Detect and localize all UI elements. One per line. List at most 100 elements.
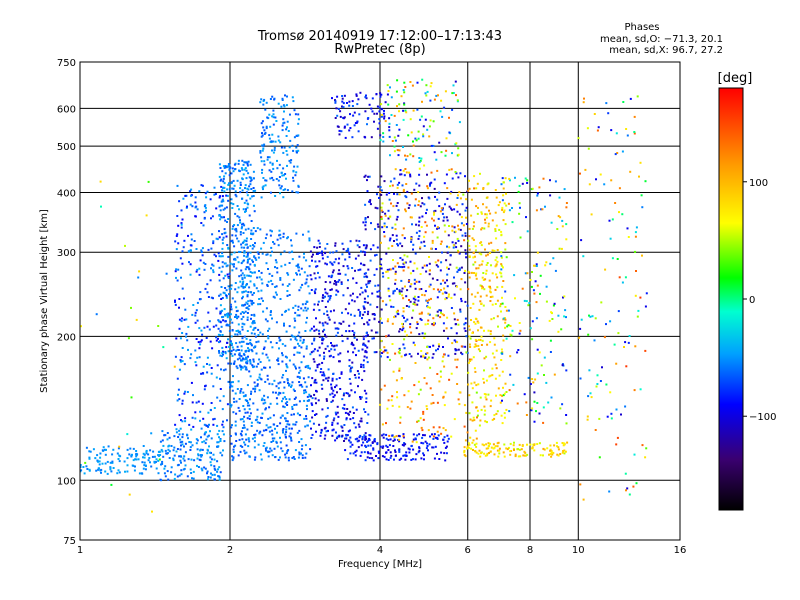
data-point <box>321 361 324 364</box>
data-point <box>318 346 321 349</box>
data-point <box>180 473 183 476</box>
data-point <box>318 276 321 279</box>
data-point <box>388 444 391 447</box>
data-point <box>501 199 504 202</box>
data-point <box>356 437 359 440</box>
data-point <box>246 187 249 190</box>
data-point <box>232 448 235 451</box>
data-point <box>219 304 222 307</box>
data-point <box>210 296 213 299</box>
data-point <box>499 303 502 306</box>
data-point <box>464 322 467 325</box>
data-point <box>198 273 201 276</box>
data-point <box>272 391 275 394</box>
data-point <box>378 197 380 199</box>
data-point <box>586 127 589 130</box>
data-point <box>200 184 203 187</box>
data-point <box>222 449 224 452</box>
data-point <box>275 293 278 296</box>
data-point <box>457 194 459 197</box>
data-point <box>181 402 184 405</box>
data-point <box>282 167 285 170</box>
data-point <box>494 230 497 232</box>
data-point <box>467 442 470 445</box>
data-point <box>265 125 268 128</box>
data-point <box>380 388 383 391</box>
data-point <box>474 261 477 264</box>
data-point <box>507 202 510 205</box>
data-point <box>409 173 412 176</box>
data-point <box>453 276 455 279</box>
data-point <box>418 288 421 291</box>
data-point <box>85 446 88 449</box>
data-point <box>248 274 250 277</box>
data-point <box>378 122 381 125</box>
data-point <box>389 358 391 361</box>
data-point <box>372 244 375 247</box>
data-point <box>398 458 401 461</box>
data-point <box>362 313 365 316</box>
data-point <box>291 250 294 253</box>
data-point <box>321 254 324 257</box>
data-point <box>389 86 391 89</box>
data-point <box>559 453 562 455</box>
data-point <box>417 237 420 240</box>
data-point <box>257 290 260 293</box>
data-point <box>271 433 274 436</box>
data-point <box>166 432 169 434</box>
data-point <box>292 456 295 458</box>
data-point <box>250 390 253 393</box>
data-point <box>286 420 289 423</box>
data-point <box>489 341 492 344</box>
data-point <box>321 339 324 342</box>
data-point <box>483 288 486 291</box>
data-point <box>463 425 466 428</box>
data-point <box>406 318 409 321</box>
data-point <box>247 437 250 440</box>
data-point <box>563 442 566 445</box>
data-point <box>217 259 220 262</box>
data-point <box>326 243 329 245</box>
data-point <box>183 297 185 300</box>
data-point <box>204 384 207 387</box>
data-point <box>199 343 202 346</box>
data-point <box>433 187 436 190</box>
data-point <box>352 452 355 455</box>
data-point <box>243 168 246 171</box>
data-point <box>485 264 488 266</box>
data-point <box>428 197 431 200</box>
data-point <box>195 338 198 340</box>
data-point <box>324 281 327 283</box>
data-point <box>480 212 483 215</box>
data-point <box>494 288 497 291</box>
data-point <box>442 346 444 348</box>
data-point <box>190 194 193 197</box>
data-point <box>343 126 346 129</box>
data-point <box>225 194 228 197</box>
data-point <box>264 131 267 134</box>
data-point <box>216 470 219 473</box>
data-point <box>495 349 498 352</box>
data-point <box>179 427 182 430</box>
data-point <box>372 459 375 462</box>
data-point <box>420 157 423 160</box>
data-point <box>397 434 400 437</box>
data-point <box>531 378 534 380</box>
data-point <box>512 444 515 447</box>
data-point <box>443 287 446 290</box>
data-point <box>204 206 207 209</box>
data-point <box>236 317 239 320</box>
data-point <box>239 432 242 435</box>
data-point <box>331 274 334 277</box>
colorbar-tick-label: −100 <box>749 412 776 423</box>
data-point <box>409 285 412 288</box>
data-point <box>80 325 82 328</box>
data-point <box>302 355 305 358</box>
data-point <box>179 257 182 260</box>
data-point <box>486 343 489 346</box>
data-point <box>479 338 482 341</box>
data-point <box>293 404 296 406</box>
data-point <box>315 328 318 331</box>
data-point <box>258 421 261 424</box>
data-point <box>264 108 267 111</box>
